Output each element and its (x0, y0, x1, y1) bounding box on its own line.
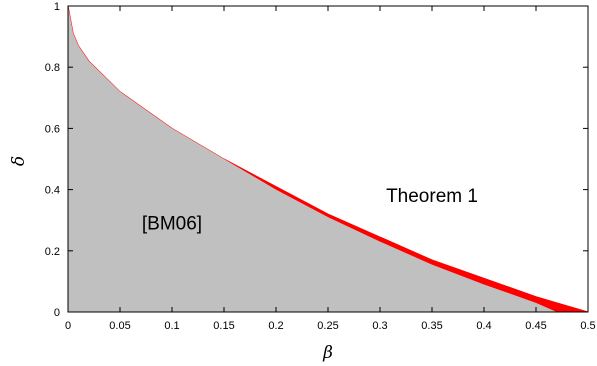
y-tick-label: 0.4 (45, 185, 60, 197)
x-tick-label: 0.4 (476, 320, 491, 332)
bm06-region (68, 6, 557, 312)
y-tick-label: 0.8 (45, 62, 60, 74)
y-tick-label: 0.6 (45, 123, 60, 135)
y-tick-label: 0.2 (45, 246, 60, 258)
theorem1-annotation: Theorem 1 (386, 186, 478, 207)
ticks-layer: 0 0.05 0.1 0.15 0.2 0.25 0.3 0.35 0.4 0.45 0.5 0 0.2… (45, 1, 596, 332)
x-tick-label: 0.15 (213, 320, 234, 332)
x-tick-label: 0.45 (525, 320, 546, 332)
x-tick-label: 0 (65, 320, 71, 332)
y-tick-label: 1 (54, 1, 60, 13)
x-tick-label: 0.1 (164, 320, 179, 332)
bm06-annotation: [BM06] (142, 213, 202, 234)
x-tick-label: 0.2 (268, 320, 283, 332)
labels-layer: β δ [BM06] Theorem 1 (9, 156, 478, 363)
x-tick-label: 0.25 (317, 320, 338, 332)
x-tick-label: 0.05 (109, 320, 130, 332)
x-tick-label: 0.3 (372, 320, 387, 332)
y-tick-label: 0 (54, 307, 60, 319)
x-tick-label: 0.35 (421, 320, 442, 332)
x-axis-label: β (322, 343, 333, 363)
x-tick-label: 0.5 (580, 320, 595, 332)
y-axis-label: δ (9, 156, 29, 166)
